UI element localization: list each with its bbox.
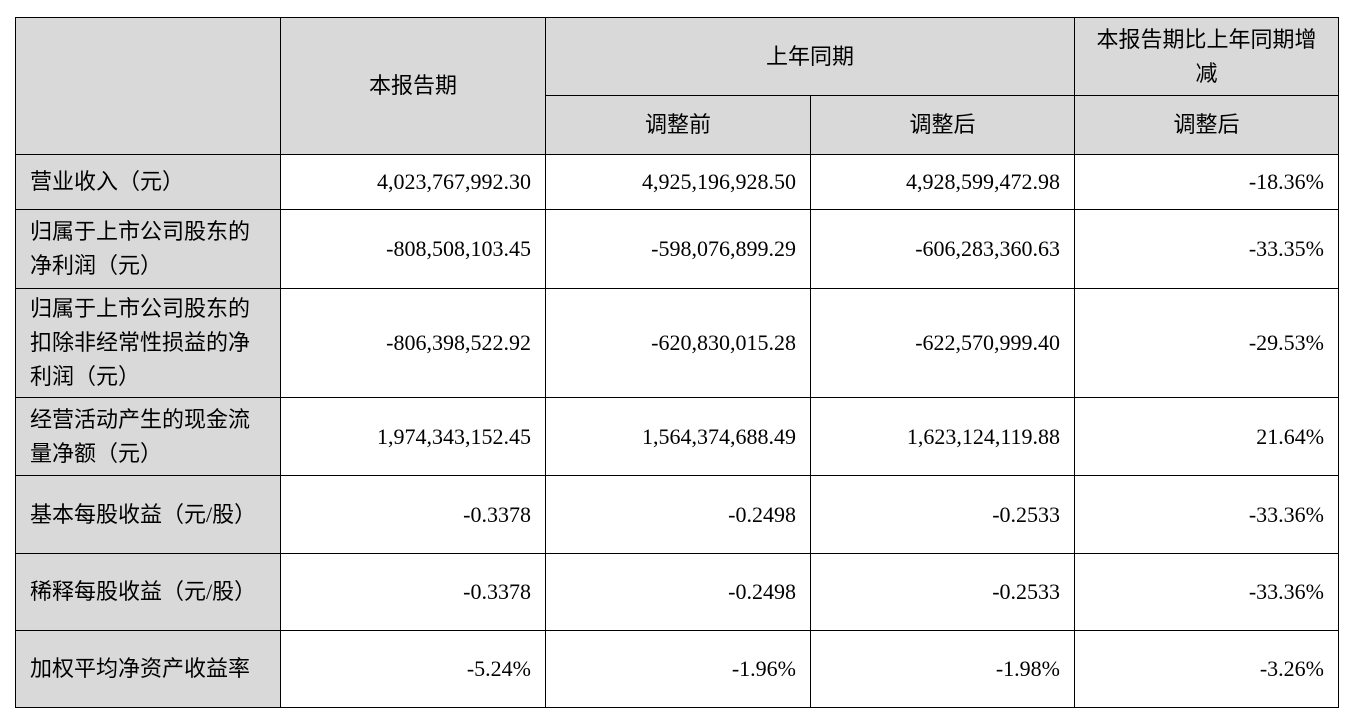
value-cell: -29.53% [1074,288,1340,398]
data-table: 本报告期 上年同期 本报告期比上年同期增减 调整前 调整后 调整后 营业收入（元… [15,17,1340,708]
subheader-cell: 调整前 [545,95,811,155]
subheader-cell: 调整后 [1074,95,1340,155]
table-row: 基本每股收益（元/股） -0.3378 -0.2498 -0.2533 -33.36% [15,475,1340,554]
value-cell: -1.96% [545,630,811,708]
value-cell: 4,928,599,472.98 [809,154,1076,210]
value-cell: -606,283,360.63 [809,209,1076,289]
value-cell: -5.24% [280,630,546,708]
value-cell: -0.2498 [545,475,811,554]
value-cell: -620,830,015.28 [545,288,811,398]
row-label: 基本每股收益（元/股） [15,475,281,554]
value-cell: 1,974,343,152.45 [280,397,546,476]
value-cell: -0.3378 [280,475,546,554]
value-cell: 4,925,196,928.50 [545,154,811,210]
value-cell: -33.36% [1074,553,1340,631]
value-cell: -806,398,522.92 [280,288,546,398]
table-row: 归属于上市公司股东的净利润（元） -808,508,103.45 -598,076,… [15,209,1340,289]
value-cell: -598,076,899.29 [545,209,811,289]
subheader-cell: 调整后 [809,95,1076,155]
table-row: 营业收入（元） 4,023,767,992.30 4,925,196,928.50 4… [15,154,1340,210]
header-cell: 本报告期比上年同期增减 [1074,17,1340,96]
value-cell: 1,564,374,688.49 [545,397,811,476]
row-label: 归属于上市公司股东的扣除非经常性损益的净利润（元） [15,288,281,398]
corner-cell [15,17,281,155]
row-label: 营业收入（元） [15,154,281,210]
value-cell: -0.2533 [809,553,1076,631]
value-cell: -0.3378 [280,553,546,631]
row-label: 加权平均净资产收益率 [15,630,281,708]
value-cell: -0.2498 [545,553,811,631]
header-cell: 上年同期 [544,17,1076,96]
value-cell: -0.2533 [809,475,1076,554]
value-cell: -808,508,103.45 [280,209,546,289]
row-label: 稀释每股收益（元/股） [15,553,281,631]
table-row: 经营活动产生的现金流量净额（元） 1,974,343,152.45 1,564,37… [15,397,1340,476]
value-cell: -33.36% [1074,475,1340,554]
value-cell: -3.26% [1074,630,1340,708]
table-body: 营业收入（元） 4,023,767,992.30 4,925,196,928.50 4… [15,154,1340,708]
row-label: 归属于上市公司股东的净利润（元） [15,209,281,289]
value-cell: -33.35% [1074,209,1340,289]
value-cell: -1.98% [809,630,1076,708]
table-row: 稀释每股收益（元/股） -0.3378 -0.2498 -0.2533 -33.36% [15,553,1340,631]
table-row: 归属于上市公司股东的扣除非经常性损益的净利润（元） -806,398,522.92… [15,288,1340,398]
value-cell: 21.64% [1074,397,1340,476]
row-label: 经营活动产生的现金流量净额（元） [15,397,281,476]
table-row: 加权平均净资产收益率 -5.24% -1.96% -1.98% -3.26% [15,630,1340,708]
header-cell: 本报告期 [280,17,546,155]
value-cell: 1,623,124,119.88 [809,397,1076,476]
value-cell: -622,570,999.40 [809,288,1076,398]
value-cell: 4,023,767,992.30 [280,154,546,210]
value-cell: -18.36% [1074,154,1340,210]
